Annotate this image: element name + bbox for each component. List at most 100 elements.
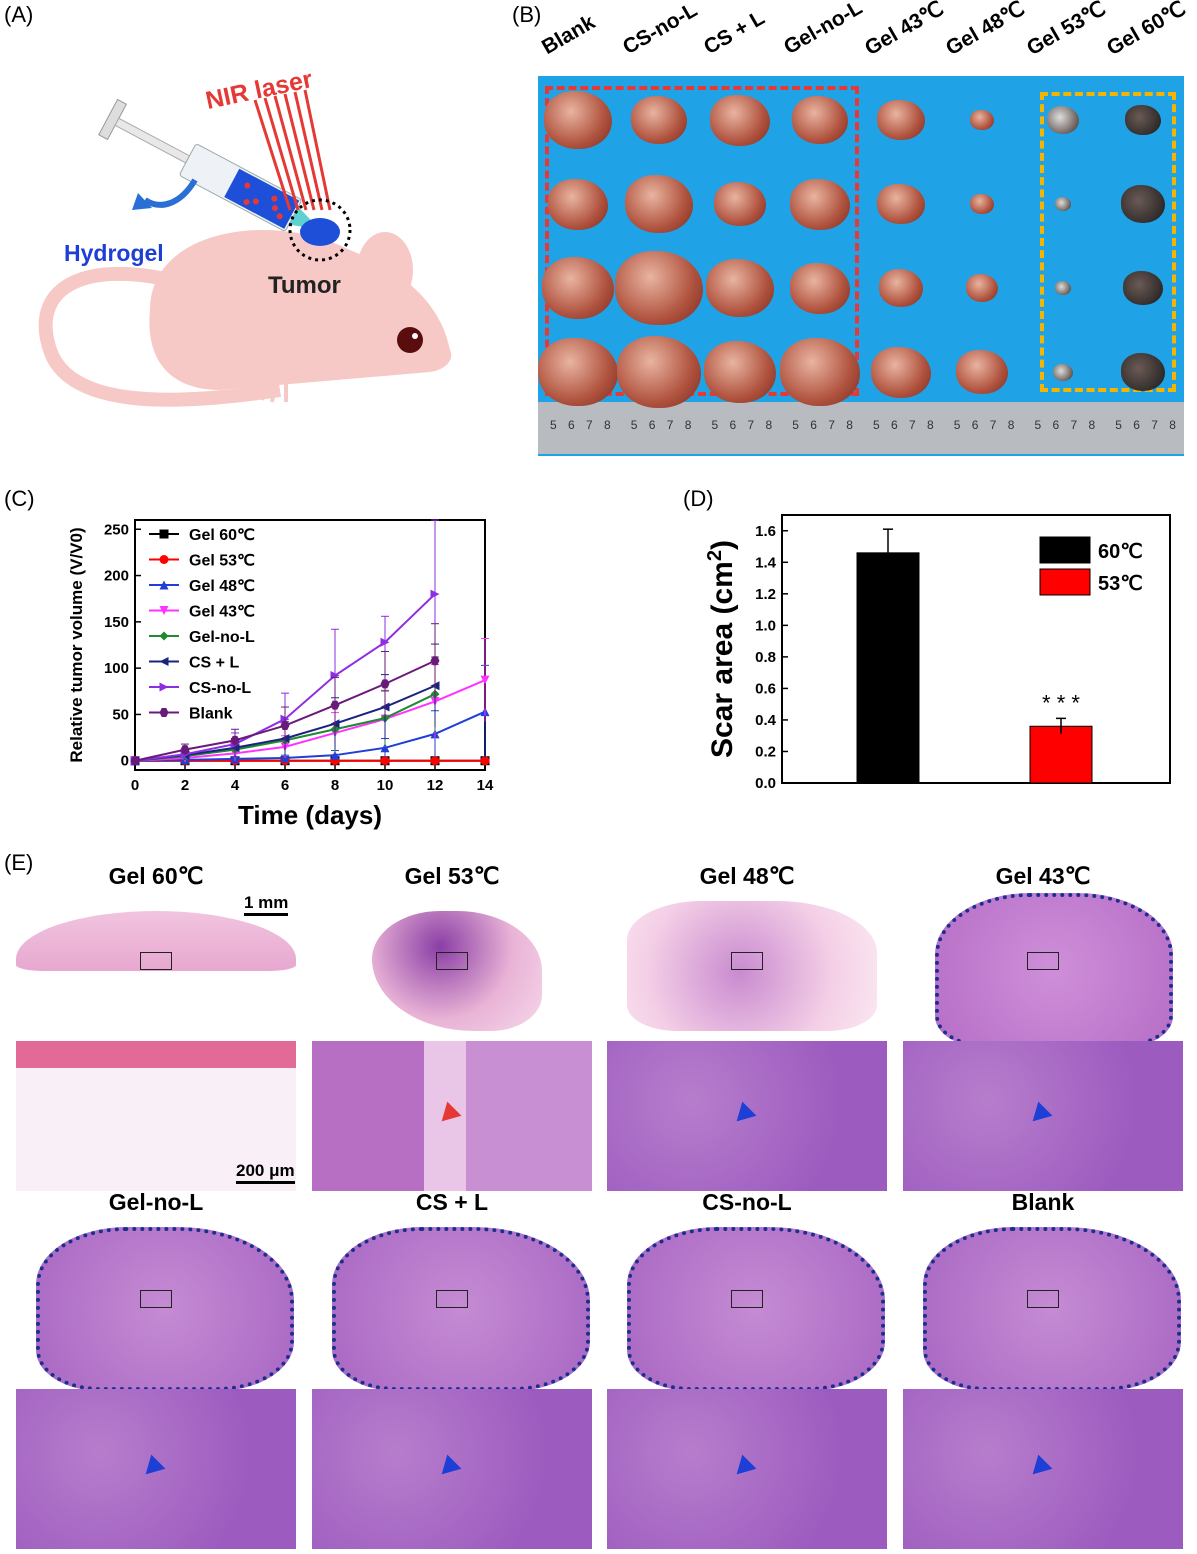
y-tick-label: 50	[112, 706, 129, 723]
data-point	[380, 679, 390, 689]
syringe-icon	[98, 98, 321, 232]
x-tick-label: 8	[331, 777, 339, 794]
scar-area-chart: 0.0 0.2 0.4 0.6 0.8 1.0 1.2 1.4 1.6 Scar area (cm…	[704, 514, 1171, 792]
ruler-tick: 6	[971, 418, 979, 432]
data-point	[430, 656, 440, 666]
y-tick-label: 0.6	[755, 680, 776, 697]
zoom-box	[140, 1290, 172, 1308]
tumor-specimen	[538, 338, 618, 406]
significance-annotation: * * *	[1042, 690, 1080, 715]
high-mag-image	[312, 1041, 592, 1191]
series-line	[134, 710, 486, 762]
scale-bar-high: 200 μm	[236, 1161, 295, 1184]
x-axis-label: Time (days)	[238, 800, 382, 830]
ruler-tick: 6	[1052, 418, 1060, 432]
ruler-tick: 6	[568, 418, 575, 432]
y-tick-label: 150	[104, 614, 129, 631]
tumor-specimen	[1121, 353, 1166, 391]
ruler-tick: 6	[729, 418, 737, 432]
ruler-tick: 7	[989, 418, 997, 432]
x-tick-label: 10	[377, 777, 394, 794]
histology-grid: Gel 60℃ Gel 53℃ Gel 48℃ Gel 43℃ Gel-no-L CS +…	[0, 855, 1197, 1554]
mouse-eye-highlight	[412, 333, 418, 339]
ruler-tick: 5	[1115, 418, 1122, 432]
tumor-specimen	[879, 269, 923, 307]
zoom-box	[731, 952, 763, 970]
legend-label: CS-no-L	[189, 680, 251, 697]
legend-marker	[159, 631, 169, 641]
panel-label-e: (E)	[4, 850, 34, 875]
hydrogel-arrow	[143, 178, 198, 208]
data-point	[380, 756, 390, 766]
section-title: CS + L	[415, 1189, 489, 1215]
data-point	[380, 743, 390, 753]
legend-label: Gel 43℃	[189, 604, 255, 621]
section-title: Gel 48℃	[699, 863, 795, 889]
x-tick-label: 14	[477, 777, 494, 794]
panel-label-c: (C)	[4, 486, 35, 511]
legend-marker	[159, 682, 169, 692]
data-point	[330, 700, 340, 710]
data-point	[380, 637, 390, 647]
ruler-tick: 8	[927, 418, 934, 432]
legend-label: Gel 60℃	[189, 527, 255, 544]
tumor-specimen	[1052, 363, 1073, 381]
tumor-specimen	[630, 96, 687, 144]
panel-label-d: (D)	[683, 486, 714, 511]
zoom-box	[436, 1290, 468, 1308]
legend-marker	[159, 657, 169, 666]
zoom-box	[436, 952, 468, 970]
ruler-tick: 8	[846, 418, 853, 432]
high-mag-image	[607, 1389, 887, 1549]
data-point	[280, 721, 290, 731]
group-label: Gel 48℃	[941, 0, 1029, 61]
legend-label: CS + L	[189, 655, 239, 672]
legend-label: 53℃	[1098, 573, 1143, 595]
y-tick-label: 1.2	[755, 586, 776, 603]
tumor-specimen	[969, 193, 994, 215]
mouse-schematic	[38, 89, 452, 407]
laser-beams	[253, 89, 332, 211]
y-tick-label: 1.4	[755, 554, 777, 571]
legend-marker	[159, 606, 169, 615]
ruler-tick: 8	[1169, 418, 1176, 432]
tumor-specimen	[969, 109, 994, 131]
tumor-specimen	[1123, 271, 1164, 305]
x-tick-label: 4	[231, 777, 240, 794]
ruler-tick: 5	[711, 418, 719, 432]
high-mag-image	[312, 1389, 592, 1549]
ruler-tick: 6	[891, 418, 898, 432]
ruler-tick: 5	[550, 418, 557, 432]
data-point	[330, 750, 340, 760]
bar	[1029, 725, 1093, 784]
bar	[856, 552, 920, 784]
hydrogel-arrow-head	[132, 193, 152, 210]
y-tick-label: 200	[104, 568, 129, 585]
legend-marker	[159, 555, 169, 564]
tumor-icon	[300, 218, 340, 246]
ruler-tick: 8	[684, 418, 692, 432]
ruler-tick: 5	[953, 418, 961, 432]
mouse-feet	[260, 379, 288, 403]
legend-label: Gel-no-L	[189, 629, 255, 646]
legend-marker	[159, 529, 169, 539]
y-tick-label: 0	[121, 753, 129, 770]
data-point	[230, 735, 240, 745]
ruler-tick: 7	[586, 418, 593, 432]
tumor-specimen	[877, 99, 925, 141]
tumor-specimen	[1046, 106, 1079, 134]
tumor-volume-chart: 0 2 4 6 8 10 12 14 0 50 100 150 200 250 Time (days) Rel…	[67, 519, 494, 830]
high-mag-image	[903, 1041, 1183, 1191]
plot-frame	[134, 519, 486, 771]
ruler-tick: 7	[747, 418, 755, 432]
legend-marker	[159, 708, 169, 717]
section-title: Gel 53℃	[404, 863, 500, 889]
plot-frame	[781, 514, 1171, 784]
tumor-specimen	[1054, 281, 1071, 295]
red-dashed-box	[545, 86, 859, 396]
ruler-tick: 7	[666, 418, 674, 432]
section-title: CS-no-L	[702, 1189, 792, 1215]
ruler-tick: 8	[765, 418, 773, 432]
tissue-section	[935, 893, 1173, 1047]
